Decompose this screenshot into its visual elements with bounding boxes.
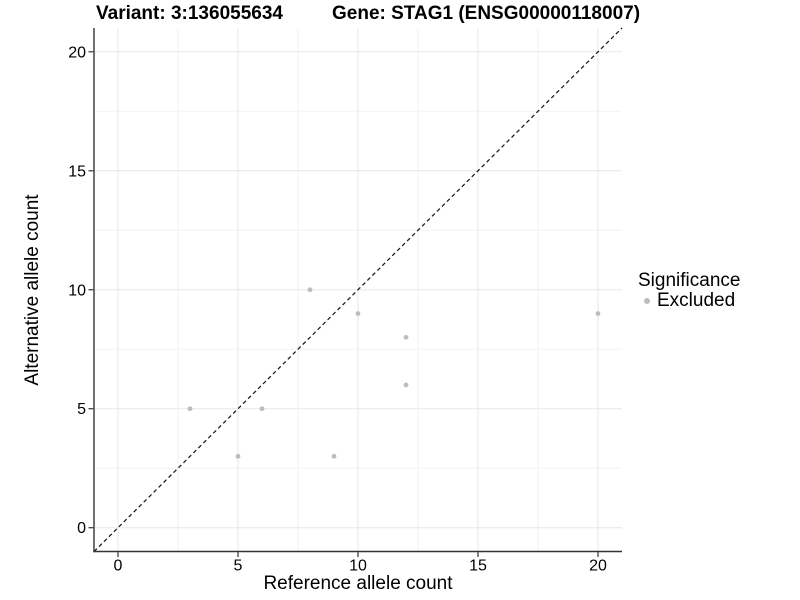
scatter-point <box>187 406 193 412</box>
x-tick-label: 15 <box>469 558 487 575</box>
y-tick-label: 0 <box>77 520 86 537</box>
x-tick-label: 5 <box>234 558 243 575</box>
x-tick-label: 10 <box>349 558 367 575</box>
y-axis-title: Alternative allele count <box>22 194 43 386</box>
plot-title-variant: Variant: 3:136055634 <box>96 3 283 24</box>
scatter-point <box>259 406 265 412</box>
y-tick-label: 5 <box>77 401 86 418</box>
x-tick-label: 0 <box>114 558 123 575</box>
x-tick-label: 20 <box>589 558 607 575</box>
legend-key-dot <box>644 298 650 304</box>
scatter-point <box>403 382 409 388</box>
scatter-point <box>331 453 337 459</box>
plot-title-gene: Gene: STAG1 (ENSG00000118007) <box>332 3 641 24</box>
scatter-point <box>235 453 241 459</box>
scatter-point <box>355 311 361 316</box>
legend-item-label: Excluded <box>657 290 736 311</box>
y-tick-label: 20 <box>68 44 86 61</box>
scatter-point <box>307 287 313 293</box>
scatter-point <box>403 334 409 340</box>
y-tick-label: 15 <box>68 163 86 180</box>
legend-item-excluded: Excluded <box>638 291 740 311</box>
legend: Significance Excluded <box>638 270 740 311</box>
y-tick-label: 10 <box>68 282 86 299</box>
legend-title: Significance <box>638 270 741 291</box>
identity-dashed-line <box>93 27 623 552</box>
scatter-point <box>595 311 601 316</box>
x-axis-title: Reference allele count <box>263 573 453 594</box>
